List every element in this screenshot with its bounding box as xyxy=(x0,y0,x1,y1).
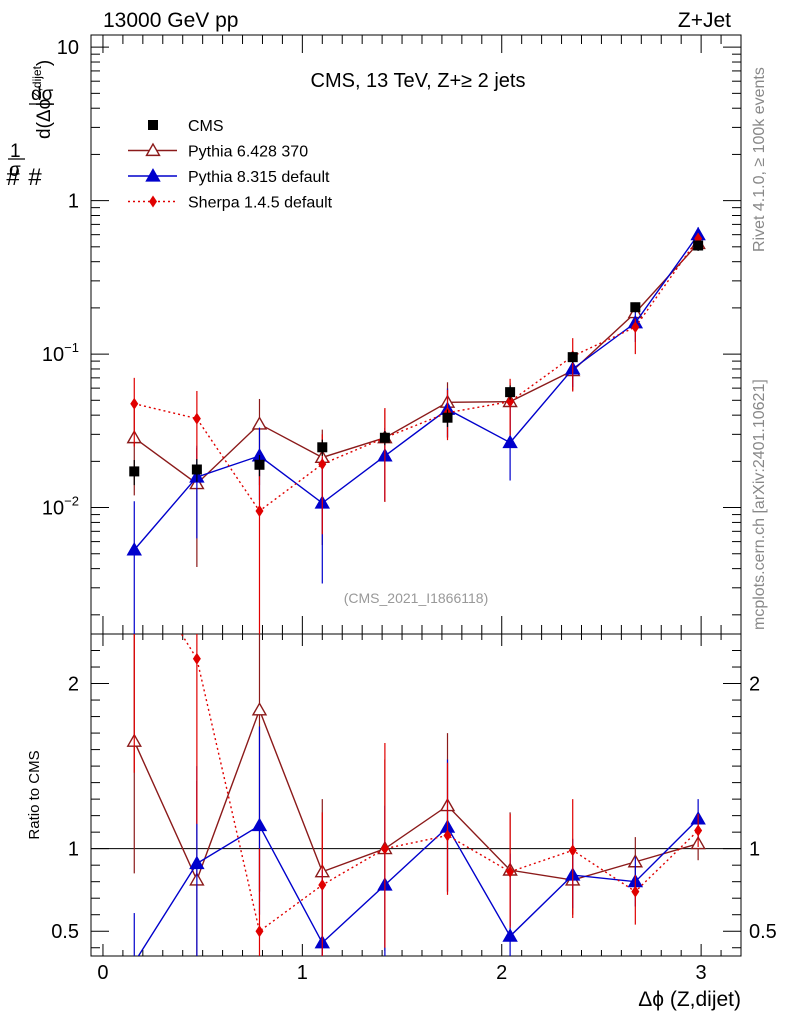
main-ytick-label: 10−1 xyxy=(42,340,79,366)
series-line xyxy=(180,634,699,933)
data-point xyxy=(126,541,142,556)
data-point xyxy=(442,412,453,423)
rivet-version-label: Rivet 4.1.0, ≥ 100k events xyxy=(751,67,768,252)
data-point xyxy=(189,855,205,870)
ratio-ytick-label-right: 2 xyxy=(749,674,760,696)
svg-text:d(ΔϕZ,dijet): d(ΔϕZ,dijet) xyxy=(30,60,55,139)
data-point xyxy=(630,302,641,313)
data-point xyxy=(255,925,264,938)
xtick-label: 2 xyxy=(496,962,507,984)
ratio-plot-frame xyxy=(90,633,742,957)
data-point xyxy=(251,416,268,430)
ratio-ylabel: Ratio to CMS xyxy=(26,750,43,839)
ratio-ytick-label-right: 1 xyxy=(749,839,760,861)
data-point xyxy=(251,817,268,832)
data-point xyxy=(192,412,201,425)
data-point xyxy=(318,458,327,471)
main-y-ticks: 10−2 10−1 1 10 xyxy=(42,37,741,616)
data-point xyxy=(443,829,452,842)
ratio-series-pythia-6-428-370 xyxy=(126,634,706,956)
data-point xyxy=(506,395,515,408)
mcplots-label: mcplots.cern.ch [arXiv:2401.10621] xyxy=(751,379,768,630)
data-point xyxy=(192,652,201,665)
legend-marker xyxy=(145,142,161,157)
ratio-ytick-label-right: 0.5 xyxy=(749,921,777,943)
header-energy-label: 13000 GeV pp xyxy=(103,9,238,32)
data-point xyxy=(191,464,202,475)
svg-text:#: # xyxy=(6,164,20,191)
analysis-reference: (CMS_2021_I1866118) xyxy=(344,590,489,606)
data-point xyxy=(502,928,518,942)
x-ticks: 0 1 2 3 xyxy=(97,35,742,984)
svg-text:σ: σ xyxy=(9,160,21,181)
legend-item-pythia-8-315-default: Pythia 8.315 default xyxy=(128,168,330,186)
data-point xyxy=(567,352,578,363)
ratio-ytick-label: 1 xyxy=(68,839,79,861)
legend-marker xyxy=(149,195,157,208)
header-process-label: Z+Jet xyxy=(678,9,731,32)
x-axis-label: Δϕ (Z,dijet) xyxy=(638,988,741,1011)
legend-label: CMS xyxy=(188,118,224,135)
data-point xyxy=(694,824,703,837)
data-point xyxy=(693,240,704,251)
main-series-cms xyxy=(129,240,704,486)
chart-title: CMS, 13 TeV, Z+≥ 2 jets xyxy=(311,70,526,92)
main-ytick-label: 10−2 xyxy=(42,494,79,520)
ratio-ytick-label: 0.5 xyxy=(51,921,79,943)
svg-text:1: 1 xyxy=(10,141,21,162)
xtick-label: 3 xyxy=(696,962,707,984)
legend-label: Sherpa 1.4.5 default xyxy=(188,195,333,212)
data-point xyxy=(251,702,268,716)
data-point xyxy=(255,504,264,517)
main-ytick-label: 10 xyxy=(57,37,79,59)
data-point xyxy=(505,387,516,398)
data-point xyxy=(379,432,390,443)
legend-label: Pythia 8.315 default xyxy=(188,169,330,186)
main-series-pythia-8-315-default xyxy=(126,226,706,634)
data-point xyxy=(631,885,640,898)
ratio-ytick-label: 2 xyxy=(68,674,79,696)
main-ytick-label: 1 xyxy=(68,191,79,213)
series-line xyxy=(137,818,699,956)
series-line xyxy=(133,243,699,485)
data-point xyxy=(506,865,515,878)
legend: CMS Pythia 6.428 370 Pythia 8.315 default S… xyxy=(128,118,333,212)
data-point xyxy=(317,442,328,453)
data-point xyxy=(254,459,265,470)
legend-marker xyxy=(145,168,161,182)
legend-marker xyxy=(148,120,158,130)
data-point xyxy=(318,878,327,891)
legend-item-sherpa-1-4-5-default: Sherpa 1.4.5 default xyxy=(128,195,333,212)
data-point xyxy=(502,434,518,449)
data-point xyxy=(631,321,640,334)
ratio-data-layer xyxy=(126,634,706,956)
ratio-series-sherpa-1-4-5-default xyxy=(133,634,703,956)
data-point xyxy=(130,397,139,410)
main-series-pythia-6-428-370 xyxy=(126,235,706,567)
ratio-series-pythia-8-315-default xyxy=(133,726,706,956)
svg-text:#: # xyxy=(28,164,42,191)
svg-text:dσ: dσ xyxy=(31,84,54,105)
main-ylabel: # 1 σ # dσ d(ΔϕZ,dijet) xyxy=(6,60,55,191)
xtick-label: 1 xyxy=(297,962,308,984)
data-point xyxy=(380,842,389,855)
series-line xyxy=(133,234,699,551)
legend-item-pythia-6-428-370: Pythia 6.428 370 xyxy=(128,142,308,161)
series-line xyxy=(134,238,699,512)
main-data-layer xyxy=(126,226,706,634)
series-line xyxy=(133,707,699,882)
data-point xyxy=(568,844,577,857)
data-point xyxy=(129,466,140,477)
xtick-label: 0 xyxy=(97,962,108,984)
legend-label: Pythia 6.428 370 xyxy=(188,144,308,161)
ratio-y-ticks: 0.5 0.5 1 1 2 2 xyxy=(51,633,777,949)
legend-item-cms: CMS xyxy=(148,118,224,135)
